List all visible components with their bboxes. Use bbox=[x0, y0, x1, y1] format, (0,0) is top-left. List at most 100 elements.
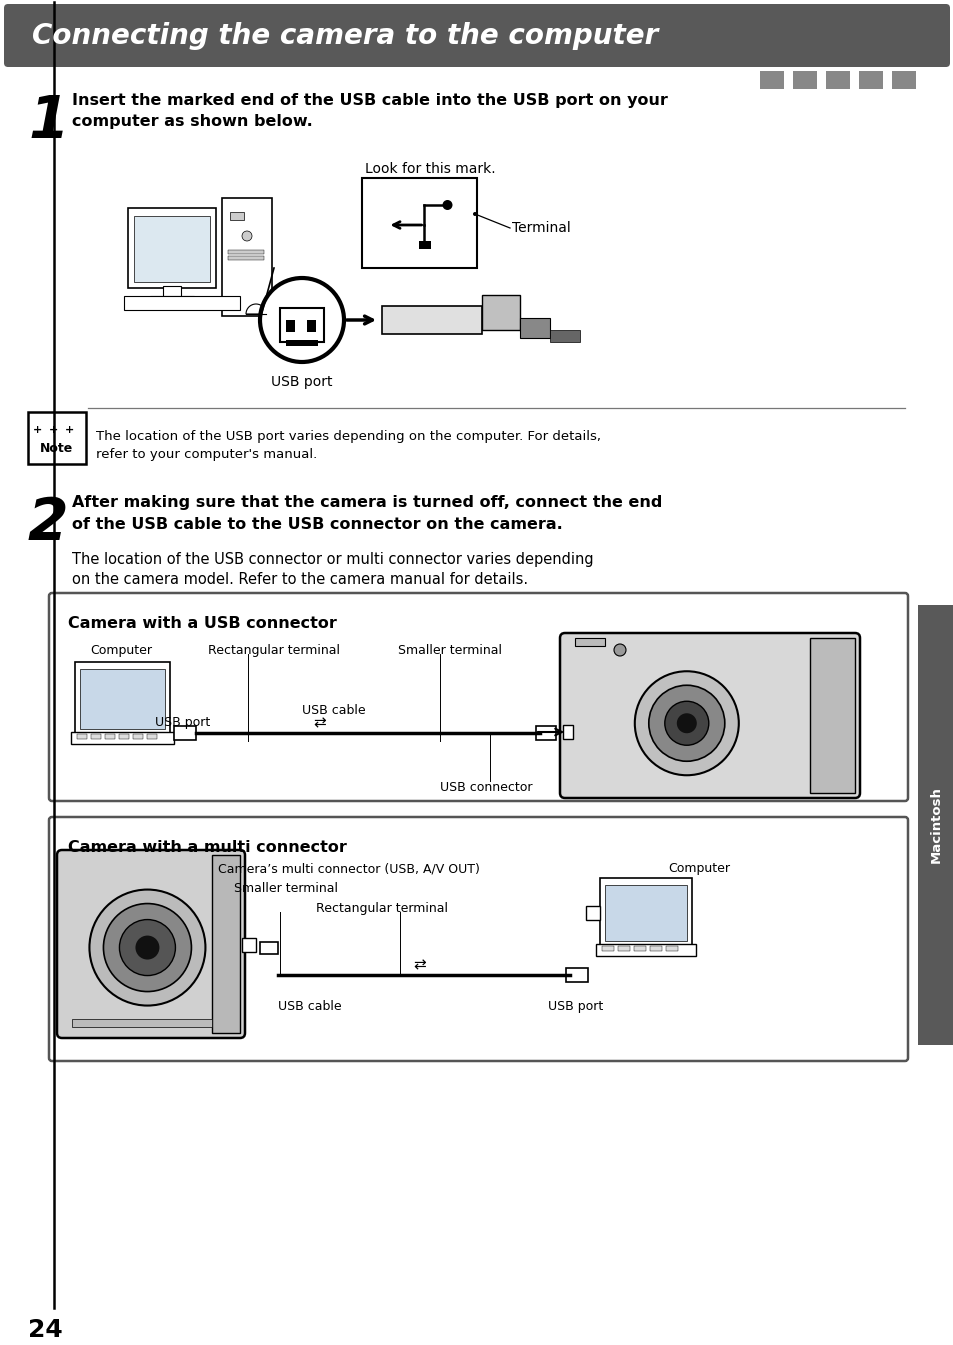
Circle shape bbox=[119, 920, 175, 975]
Circle shape bbox=[442, 200, 452, 210]
Bar bbox=[891, 71, 915, 89]
Bar bbox=[665, 946, 678, 951]
Bar bbox=[230, 213, 244, 221]
Bar bbox=[792, 71, 816, 89]
Circle shape bbox=[614, 644, 625, 656]
Text: 1: 1 bbox=[28, 93, 69, 151]
Bar bbox=[147, 734, 157, 738]
Text: USB cable: USB cable bbox=[277, 999, 341, 1013]
Wedge shape bbox=[246, 304, 266, 313]
Bar bbox=[132, 734, 143, 738]
Bar bbox=[119, 734, 129, 738]
Text: Camera with a multi connector: Camera with a multi connector bbox=[68, 841, 347, 855]
Bar bbox=[562, 725, 573, 738]
Text: Computer: Computer bbox=[90, 644, 152, 656]
FancyBboxPatch shape bbox=[57, 850, 245, 1038]
Text: ⇄: ⇄ bbox=[314, 716, 326, 730]
Text: USB port: USB port bbox=[547, 999, 602, 1013]
Text: ⇄: ⇄ bbox=[414, 958, 426, 972]
Bar bbox=[565, 968, 587, 982]
Circle shape bbox=[473, 213, 476, 217]
Text: refer to your computer's manual.: refer to your computer's manual. bbox=[96, 448, 317, 461]
Bar bbox=[124, 296, 240, 309]
Text: The location of the USB connector or multi connector varies depending: The location of the USB connector or mul… bbox=[71, 551, 593, 568]
Bar bbox=[381, 307, 481, 334]
Circle shape bbox=[676, 713, 696, 733]
Text: +: + bbox=[33, 425, 43, 434]
Text: After making sure that the camera is turned off, connect the end: After making sure that the camera is tur… bbox=[71, 495, 661, 510]
Bar bbox=[858, 71, 882, 89]
Bar bbox=[222, 198, 272, 316]
Text: Look for this mark.: Look for this mark. bbox=[364, 161, 495, 176]
Bar bbox=[825, 71, 849, 89]
Circle shape bbox=[634, 671, 738, 775]
Bar bbox=[575, 638, 604, 646]
Text: USB port: USB port bbox=[271, 375, 333, 389]
Text: Computer: Computer bbox=[667, 862, 729, 876]
Bar bbox=[760, 71, 783, 89]
Circle shape bbox=[103, 904, 192, 991]
Bar bbox=[105, 734, 115, 738]
Bar bbox=[173, 726, 195, 740]
FancyBboxPatch shape bbox=[4, 4, 949, 67]
Text: Insert the marked end of the USB cable into the USB port on your: Insert the marked end of the USB cable i… bbox=[71, 93, 667, 108]
Bar bbox=[596, 944, 696, 956]
Bar bbox=[212, 855, 240, 1033]
Text: 2: 2 bbox=[28, 495, 69, 551]
Text: USB cable: USB cable bbox=[302, 703, 365, 717]
Bar bbox=[28, 412, 86, 464]
Text: Connecting the camera to the computer: Connecting the camera to the computer bbox=[32, 22, 658, 50]
Bar bbox=[242, 937, 255, 952]
Bar bbox=[163, 286, 181, 300]
FancyBboxPatch shape bbox=[49, 593, 907, 802]
Circle shape bbox=[90, 889, 205, 1006]
Bar bbox=[307, 320, 315, 332]
Bar bbox=[604, 885, 686, 941]
Bar bbox=[286, 340, 317, 346]
Circle shape bbox=[648, 685, 724, 761]
Circle shape bbox=[135, 936, 159, 959]
Text: Smaller terminal: Smaller terminal bbox=[233, 882, 337, 894]
Bar bbox=[71, 732, 173, 744]
Text: Camera with a USB connector: Camera with a USB connector bbox=[68, 616, 336, 631]
Text: The location of the USB port varies depending on the computer. For details,: The location of the USB port varies depe… bbox=[96, 430, 600, 443]
FancyBboxPatch shape bbox=[49, 816, 907, 1061]
Bar bbox=[917, 605, 953, 1045]
Bar bbox=[228, 256, 264, 260]
Bar bbox=[133, 217, 210, 282]
Bar bbox=[71, 1020, 212, 1028]
Text: +: + bbox=[66, 425, 74, 434]
Text: Camera’s multi connector (USB, A/V OUT): Camera’s multi connector (USB, A/V OUT) bbox=[218, 862, 479, 876]
Bar bbox=[228, 250, 264, 254]
Bar bbox=[361, 178, 476, 268]
Bar bbox=[150, 296, 193, 303]
Bar bbox=[280, 308, 324, 342]
Text: Smaller terminal: Smaller terminal bbox=[397, 644, 501, 656]
Bar bbox=[80, 668, 165, 729]
Bar bbox=[634, 946, 645, 951]
Bar bbox=[585, 907, 599, 920]
Text: Rectangular terminal: Rectangular terminal bbox=[208, 644, 339, 656]
Bar bbox=[601, 946, 614, 951]
Circle shape bbox=[242, 231, 252, 241]
Bar bbox=[75, 662, 170, 734]
Bar bbox=[809, 638, 854, 794]
Bar bbox=[519, 317, 550, 338]
Bar bbox=[481, 295, 519, 330]
Text: USB port: USB port bbox=[154, 716, 210, 729]
Text: Terminal: Terminal bbox=[512, 221, 570, 235]
Bar bbox=[419, 241, 431, 249]
Text: Macintosh: Macintosh bbox=[928, 787, 942, 863]
Bar bbox=[286, 320, 294, 332]
Text: computer as shown below.: computer as shown below. bbox=[71, 114, 313, 129]
Text: of the USB cable to the USB connector on the camera.: of the USB cable to the USB connector on… bbox=[71, 516, 562, 533]
Bar bbox=[77, 734, 87, 738]
Circle shape bbox=[664, 701, 708, 745]
Circle shape bbox=[260, 278, 344, 362]
Text: USB connector: USB connector bbox=[439, 781, 532, 794]
Bar bbox=[550, 330, 579, 342]
Bar bbox=[128, 208, 215, 288]
Bar bbox=[536, 726, 556, 740]
Text: +: + bbox=[50, 425, 58, 434]
Bar bbox=[260, 941, 277, 954]
